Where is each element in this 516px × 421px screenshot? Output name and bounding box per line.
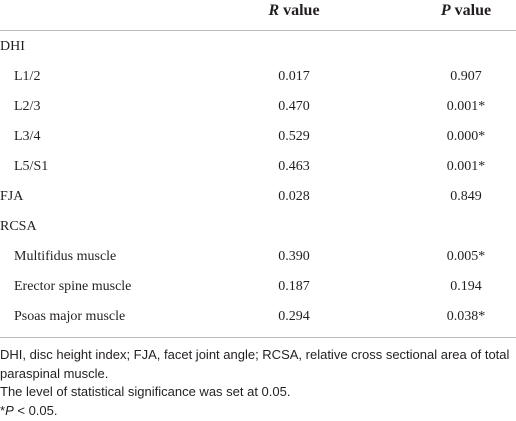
p-value: 0.001* (446, 159, 486, 174)
data-row: Psoas major muscle 0.294 0.038* (0, 301, 516, 331)
p-value: 0.005* (446, 249, 486, 264)
header-label: value (454, 2, 492, 19)
r-value: 0.017 (278, 69, 310, 84)
row-label: L5/S1 (14, 159, 49, 174)
row-label: Psoas major muscle (14, 309, 126, 324)
data-row: Erector spine muscle 0.187 0.194 (0, 271, 516, 301)
header-cell: R value (244, 2, 344, 20)
header-cell: P value (416, 2, 516, 20)
data-row: L5/S1 0.463 0.001* (0, 151, 516, 181)
table-rule (0, 331, 516, 338)
row-label: Multifidus muscle (14, 249, 117, 264)
footnote-symbol: P (5, 402, 14, 418)
data-row: L2/3 0.470 0.001* (0, 91, 516, 121)
data-row: L3/4 0.529 0.000* (0, 121, 516, 151)
footnotes: DHI, disc height index; FJA, facet joint… (0, 346, 516, 420)
footnote: DHI, disc height index; FJA, facet joint… (0, 347, 510, 381)
header-row: R value P value (0, 0, 516, 31)
row-label: FJA (0, 189, 24, 204)
p-value: 0.849 (450, 189, 482, 204)
header-label: value (283, 2, 320, 19)
r-value: 0.470 (278, 99, 310, 114)
data-row: L1/2 0.017 0.907 (0, 61, 516, 91)
row-label: DHI (0, 39, 25, 54)
p-value: 0.194 (450, 279, 482, 294)
row-label: L2/3 (14, 99, 41, 114)
row-label: L1/2 (14, 69, 41, 84)
r-value: 0.028 (278, 189, 310, 204)
p-value: 0.000* (446, 129, 486, 144)
footnote: The level of statistical significance wa… (0, 384, 291, 399)
r-value: 0.463 (278, 159, 310, 174)
table: R value P value DHI L1/2 0.017 0.907 L2/3 0.4… (0, 0, 516, 338)
p-value: 0.038* (446, 309, 486, 324)
footnote-text: < 0.05. (17, 402, 58, 418)
data-row: Multifidus muscle 0.390 0.005* (0, 241, 516, 271)
section-row: RCSA (0, 211, 516, 241)
r-value: 0.187 (278, 279, 310, 294)
r-value: 0.390 (278, 249, 310, 264)
p-value: 0.001* (446, 99, 486, 114)
header-symbol: P (440, 2, 451, 19)
section-row: DHI (0, 31, 516, 61)
r-value: 0.529 (278, 129, 310, 144)
footnote-mark: * (0, 402, 6, 418)
row-label: L3/4 (14, 129, 41, 144)
row-label: Erector spine muscle (14, 279, 132, 294)
table-body: DHI L1/2 0.017 0.907 L2/3 0.470 0.001* L3/4 0.52… (0, 31, 516, 331)
row-label: RCSA (0, 219, 37, 234)
footnote: *P < 0.05. (0, 402, 516, 421)
section-row: FJA 0.028 0.849 (0, 181, 516, 211)
p-value: 0.907 (450, 69, 482, 84)
r-value: 0.294 (278, 309, 310, 324)
header-symbol: R (268, 2, 280, 19)
